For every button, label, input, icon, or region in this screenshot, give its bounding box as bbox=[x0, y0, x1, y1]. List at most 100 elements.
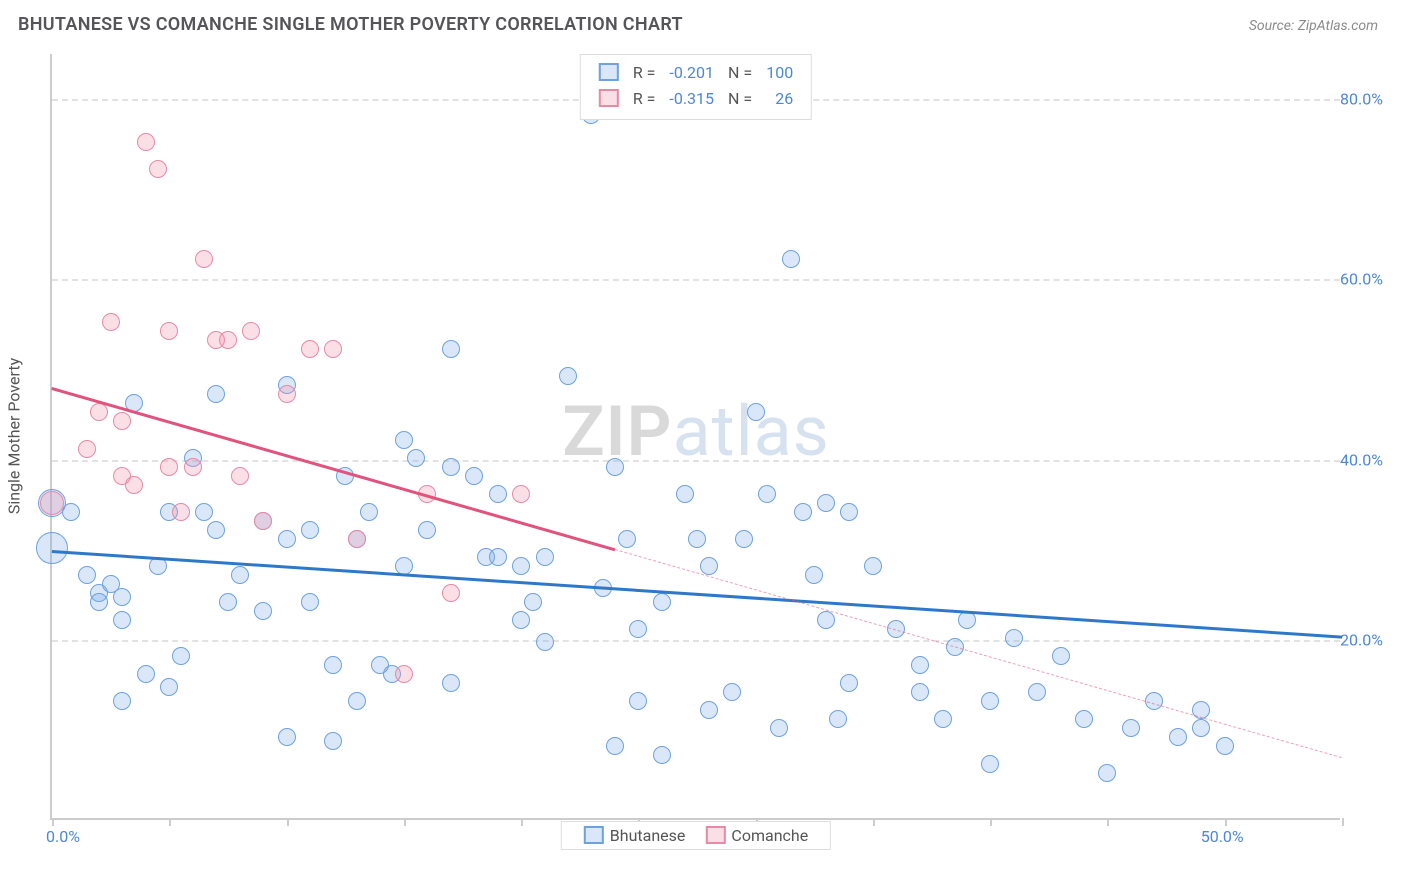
data-point bbox=[442, 674, 460, 692]
data-point bbox=[301, 521, 319, 539]
data-point bbox=[864, 557, 882, 575]
data-point bbox=[172, 503, 190, 521]
y-tick-label: 80.0% bbox=[1340, 90, 1398, 109]
data-point bbox=[113, 692, 131, 710]
legend-r-label: R = bbox=[627, 61, 662, 85]
data-point bbox=[184, 458, 202, 476]
data-point bbox=[981, 755, 999, 773]
data-point bbox=[536, 548, 554, 566]
legend-n-label: N = bbox=[722, 61, 758, 85]
data-point bbox=[231, 566, 249, 584]
data-point bbox=[78, 440, 96, 458]
data-point bbox=[442, 340, 460, 358]
y-tick-label: 20.0% bbox=[1340, 630, 1398, 649]
data-point bbox=[442, 584, 460, 602]
data-point bbox=[278, 530, 296, 548]
data-point bbox=[840, 674, 858, 692]
data-point bbox=[348, 692, 366, 710]
data-point bbox=[125, 476, 143, 494]
x-tick bbox=[521, 818, 523, 826]
data-point bbox=[195, 250, 213, 268]
plot-inner: Single Mother Poverty ZIPatlas 20.0%40.0… bbox=[50, 54, 1340, 820]
legend-r-value: -0.315 bbox=[663, 87, 720, 111]
x-tick-label: 50.0% bbox=[1201, 827, 1244, 846]
x-tick bbox=[1225, 818, 1227, 826]
data-point bbox=[160, 678, 178, 696]
legend-item: Comanche bbox=[705, 826, 808, 845]
legend-label: Comanche bbox=[731, 826, 808, 845]
data-point bbox=[653, 746, 671, 764]
gridline bbox=[52, 279, 1340, 281]
gridline bbox=[52, 640, 1340, 642]
data-point bbox=[559, 367, 577, 385]
data-point bbox=[653, 593, 671, 611]
x-tick bbox=[990, 818, 992, 826]
data-point bbox=[735, 530, 753, 548]
chart-header: BHUTANESE VS COMANCHE SINGLE MOTHER POVE… bbox=[0, 0, 1406, 39]
gridline bbox=[52, 460, 1340, 462]
series-legend: Bhutanese Comanche bbox=[561, 821, 831, 850]
data-point bbox=[78, 566, 96, 584]
data-point bbox=[195, 503, 213, 521]
data-point bbox=[1075, 710, 1093, 728]
data-point bbox=[219, 593, 237, 611]
data-point bbox=[489, 548, 507, 566]
data-point bbox=[512, 557, 530, 575]
legend-n-label: N = bbox=[722, 87, 758, 111]
data-point bbox=[911, 683, 929, 701]
data-point bbox=[418, 521, 436, 539]
data-point bbox=[688, 530, 706, 548]
data-point bbox=[465, 467, 483, 485]
x-tick bbox=[52, 818, 54, 826]
data-point bbox=[1098, 764, 1116, 782]
data-point bbox=[512, 485, 530, 503]
data-point bbox=[1122, 719, 1140, 737]
data-point bbox=[723, 683, 741, 701]
data-point bbox=[676, 485, 694, 503]
x-tick bbox=[287, 818, 289, 826]
data-point bbox=[700, 557, 718, 575]
data-point bbox=[407, 449, 425, 467]
chart-title: BHUTANESE VS COMANCHE SINGLE MOTHER POVE… bbox=[18, 14, 683, 35]
trend-line bbox=[615, 549, 1342, 758]
data-point bbox=[219, 331, 237, 349]
x-tick bbox=[873, 818, 875, 826]
legend-r-value: -0.201 bbox=[663, 61, 720, 85]
data-point bbox=[231, 467, 249, 485]
data-point bbox=[278, 728, 296, 746]
data-point bbox=[207, 385, 225, 403]
data-point bbox=[606, 737, 624, 755]
data-point bbox=[395, 431, 413, 449]
data-point bbox=[840, 503, 858, 521]
data-point bbox=[137, 665, 155, 683]
data-point bbox=[536, 633, 554, 651]
data-point bbox=[360, 503, 378, 521]
x-tick bbox=[169, 818, 171, 826]
data-point bbox=[324, 732, 342, 750]
data-point bbox=[301, 593, 319, 611]
data-point bbox=[758, 485, 776, 503]
data-point bbox=[172, 647, 190, 665]
data-point bbox=[1216, 737, 1234, 755]
data-point bbox=[254, 512, 272, 530]
data-point bbox=[254, 602, 272, 620]
data-point bbox=[829, 710, 847, 728]
data-point bbox=[489, 485, 507, 503]
data-point bbox=[911, 656, 929, 674]
data-point bbox=[160, 322, 178, 340]
data-point bbox=[149, 160, 167, 178]
data-point bbox=[113, 611, 131, 629]
legend-swatch bbox=[705, 826, 725, 844]
data-point bbox=[90, 593, 108, 611]
data-point bbox=[348, 530, 366, 548]
data-point bbox=[606, 458, 624, 476]
legend-row: R =-0.201N =100 bbox=[593, 61, 799, 85]
data-point bbox=[817, 611, 835, 629]
data-point bbox=[524, 593, 542, 611]
data-point bbox=[113, 412, 131, 430]
trend-line bbox=[52, 550, 1342, 639]
y-axis-label: Single Mother Poverty bbox=[5, 358, 24, 514]
legend-item: Bhutanese bbox=[584, 826, 686, 845]
data-point bbox=[40, 491, 64, 515]
x-tick bbox=[1342, 818, 1344, 826]
